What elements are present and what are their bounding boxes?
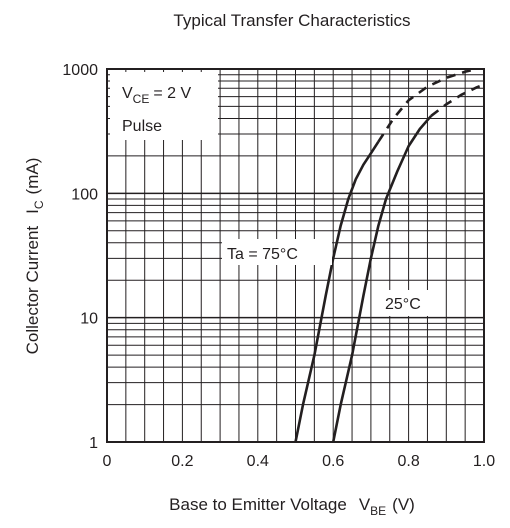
curve-25c-dashed [430,83,485,117]
y-tick-label: 100 [71,186,98,203]
series-label-25c: 25°C [385,296,421,313]
x-tick-label: 0.2 [171,453,193,470]
pulse-condition: Pulse [122,118,162,135]
y-tick-label: 1000 [62,62,98,79]
x-tick-label: 0.4 [247,453,269,470]
x-tick-label: 0.6 [322,453,344,470]
curve-75c-solid [294,140,380,443]
x-tick-label: 0.8 [397,453,419,470]
y-tick-label: 10 [80,311,98,328]
series-label-75c-bg [222,239,332,265]
series-label-75c: Ta = 75°C [227,246,298,263]
series-label-25c-bg [380,290,436,316]
x-axis-label: Base to Emitter Voltage VBE (V) [169,495,415,518]
y-tick-labels: 1 10 100 1000 [62,62,98,452]
chart-title: Typical Transfer Characteristics [173,11,410,30]
vce-condition: VCE = 2 V [122,85,191,106]
x-tick-labels: 0 0.2 0.4 0.6 0.8 1.0 [103,453,496,470]
y-tick-label: 1 [89,435,98,452]
curves [294,67,485,443]
x-tick-label: 0 [103,453,112,470]
x-tick-label: 1.0 [473,453,495,470]
curve-75c-dashed [377,67,477,143]
y-axis-label: Collector CurrentIC(mA) [23,158,46,355]
curve-25c-solid [331,114,433,443]
conditions-box [110,72,218,140]
